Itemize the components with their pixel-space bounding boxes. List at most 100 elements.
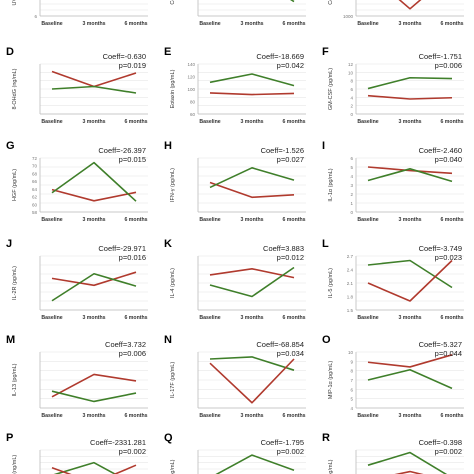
panel-d: Baseline 3 months 6 months 8-OHdG (ng/mL) D C… (6, 46, 148, 125)
series-line-green (51, 272, 137, 302)
x-tick-label: Baseline (199, 119, 220, 125)
y-tick-label: 2 (350, 104, 353, 109)
p-value-label: p=0.015 (119, 155, 146, 164)
y-tick-label: 10 (348, 70, 354, 75)
x-tick-label: 6 months (440, 315, 463, 321)
y-tick-label: 7 (350, 378, 353, 383)
x-tick-label: 6 months (440, 413, 463, 419)
y-axis-label: IL-4 (pg/mL) (170, 268, 176, 298)
y-tick-label: 0 (350, 210, 353, 215)
y-tick-label: 12 (348, 62, 354, 67)
panel-letter: K (164, 238, 172, 250)
y-tick-label: 6 (34, 14, 37, 19)
x-tick-label: Baseline (199, 315, 220, 321)
coefficient-label: Coeff=-3.749 (419, 244, 462, 253)
y-axis-label: IL-13 (pg/mL) (12, 363, 18, 396)
x-tick-label: 3 months (398, 217, 421, 223)
series-line-green (209, 73, 295, 87)
y-axis-label: (pg/mL) (170, 459, 176, 474)
coefficient-label: Coeff=3.883 (263, 244, 304, 253)
y-tick-label: 6 (350, 87, 353, 92)
y-tick-label: 3 (350, 183, 353, 188)
series-line-green (367, 259, 453, 289)
y-tick-label: 2.1 (347, 281, 354, 286)
x-tick-label: Baseline (357, 217, 378, 223)
series-line-green (51, 85, 137, 94)
p-value-label: p=0.023 (435, 253, 462, 262)
y-tick-label: 68 (32, 171, 38, 176)
x-tick-label: 6 months (124, 315, 147, 321)
y-axis-label: HGF (pg/mL) (12, 169, 18, 201)
p-value-label: p=0.002 (435, 447, 462, 456)
y-axis-label: IL-17F (pg/mL) (170, 362, 176, 399)
coefficient-label: Coeff=-0.630 (103, 52, 146, 61)
coefficient-label: Coeff=-1.751 (419, 52, 462, 61)
x-tick-label: 6 months (282, 119, 305, 125)
series-line-red (51, 464, 137, 474)
y-tick-label: 0 (350, 112, 353, 117)
y-axis-label: UVc e (12, 0, 18, 5)
x-tick-label: 6 months (124, 119, 147, 125)
x-tick-label: Baseline (199, 217, 220, 223)
y-tick-label: 9 (350, 359, 353, 364)
x-tick-label: 6 months (124, 21, 147, 27)
x-tick-label: 3 months (82, 21, 105, 27)
x-tick-label: Baseline (199, 21, 220, 27)
x-tick-label: 3 months (82, 217, 105, 223)
x-tick-label: Baseline (41, 21, 62, 27)
panel-letter: H (164, 140, 172, 152)
series-line-red (209, 181, 295, 199)
p-value-label: p=0.006 (119, 349, 146, 358)
series-line-green (215, 454, 295, 474)
p-value-label: p=0.006 (435, 61, 462, 70)
coefficient-label: Coeff=-68.854 (256, 340, 304, 349)
x-tick-label: 3 months (240, 315, 263, 321)
y-tick-label: 4 (350, 95, 353, 100)
series-line-green (209, 266, 295, 298)
coefficient-label: Coeff=-26.397 (98, 146, 146, 155)
y-axis-label: Eotaxin (pg/mL) (170, 69, 176, 108)
x-tick-label: Baseline (41, 315, 62, 321)
x-tick-label: 3 months (398, 21, 421, 27)
panel-letter: O (322, 334, 331, 346)
x-tick-label: 6 months (282, 413, 305, 419)
y-tick-label: 4 (350, 174, 353, 179)
x-tick-label: Baseline (199, 413, 220, 419)
panel-letter: R (322, 432, 330, 444)
y-tick-label: 1000 (343, 14, 354, 19)
coefficient-label: Coeff=-0.398 (419, 438, 462, 447)
y-tick-label: 100 (187, 87, 195, 92)
panel-h: Baseline 3 months 6 months IFN-γ (pg/mL) H Co… (164, 140, 306, 223)
y-tick-label: 58 (32, 210, 38, 215)
panel-f: 12 10 8 6 4 2 0 Baseline 3 months 6 months GM-CSF … (322, 46, 464, 125)
x-tick-label: 3 months (82, 315, 105, 321)
p-value-label: p=0.019 (119, 61, 146, 70)
y-tick-label: 120 (187, 75, 195, 80)
y-axis-label: CellC (328, 0, 334, 5)
coefficient-label: Coeff=-1.526 (261, 146, 304, 155)
p-value-label: p=0.012 (277, 253, 304, 262)
y-tick-label: 2.4 (347, 268, 354, 273)
panel-letter: L (322, 238, 329, 250)
x-tick-label: Baseline (357, 119, 378, 125)
y-tick-label: 66 (32, 179, 38, 184)
y-axis-label: Epi (ng/mL) (12, 455, 18, 474)
x-tick-label: 3 months (240, 413, 263, 419)
panel-o: 10 9 8 7 6 5 4 Baseline 3 months 6 months MIP-1α (… (322, 334, 464, 419)
series-line-red (209, 358, 295, 404)
x-tick-label: 6 months (440, 217, 463, 223)
series-line-green (51, 390, 137, 403)
panel-letter: F (322, 46, 329, 58)
series-line-red (367, 354, 453, 368)
y-tick-label: 1 (350, 201, 353, 206)
panel-i: 6 5 4 3 2 1 0 Baseline 3 months 6 months IL-1α (pg… (322, 140, 464, 223)
series-line-red (367, 94, 453, 100)
coefficient-label: Coeff=-2331.281 (90, 438, 146, 447)
p-value-label: p=0.016 (119, 253, 146, 262)
coefficient-label: Coeff=-1.795 (261, 438, 304, 447)
y-tick-label: 5 (350, 165, 353, 170)
y-tick-label: 70 (32, 164, 38, 169)
series-line-green (53, 461, 117, 474)
